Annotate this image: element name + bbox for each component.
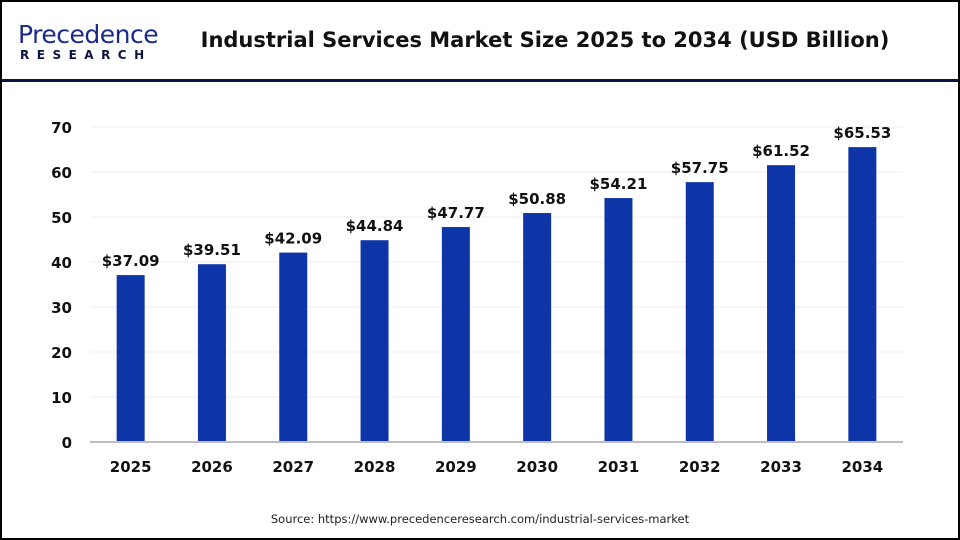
y-tick-label: 10 [51, 389, 72, 407]
bar [685, 182, 714, 442]
source-note: Source: https://www.precedenceresearch.c… [270, 512, 690, 526]
bar [197, 264, 226, 442]
data-label: $37.09 [102, 252, 160, 270]
y-tick-label: 0 [62, 434, 72, 452]
y-tick-label: 40 [51, 254, 72, 272]
bar [767, 165, 796, 442]
logo-sub-text: RESEARCH [20, 48, 152, 62]
data-label: $54.21 [590, 175, 648, 193]
x-tick-label: 2026 [191, 458, 233, 476]
y-tick-label: 50 [51, 209, 72, 227]
data-label: $42.09 [264, 230, 322, 248]
bar [604, 198, 633, 442]
data-label: $61.52 [752, 142, 810, 160]
y-tick-label: 30 [51, 299, 72, 317]
x-tick-label: 2027 [272, 458, 314, 476]
y-tick-label: 70 [51, 119, 72, 137]
x-tick-label: 2028 [354, 458, 396, 476]
bar [360, 240, 389, 442]
x-tick-label: 2033 [760, 458, 802, 476]
x-tick-label: 2034 [841, 458, 883, 476]
data-label: $44.84 [346, 217, 404, 235]
data-label: $57.75 [671, 159, 729, 177]
y-tick-label: 60 [51, 164, 72, 182]
bar [523, 213, 552, 442]
logo: Precedence RESEARCH [18, 20, 159, 62]
bar [279, 252, 308, 442]
x-tick-label: 2031 [598, 458, 640, 476]
bar [848, 147, 877, 443]
data-label: $65.53 [833, 124, 891, 142]
x-tick-label: 2029 [435, 458, 477, 476]
bar [116, 275, 145, 442]
header-divider [2, 79, 958, 82]
x-tick-label: 2032 [679, 458, 721, 476]
bar [441, 227, 470, 442]
data-label: $50.88 [508, 190, 566, 208]
x-tick-label: 2025 [110, 458, 152, 476]
data-label: $39.51 [183, 241, 241, 259]
chart-title: Industrial Services Market Size 2025 to … [200, 28, 890, 52]
logo-main-text: Precedence [18, 20, 159, 49]
x-tick-label: 2030 [516, 458, 558, 476]
y-tick-label: 20 [51, 344, 72, 362]
data-label: $47.77 [427, 204, 485, 222]
